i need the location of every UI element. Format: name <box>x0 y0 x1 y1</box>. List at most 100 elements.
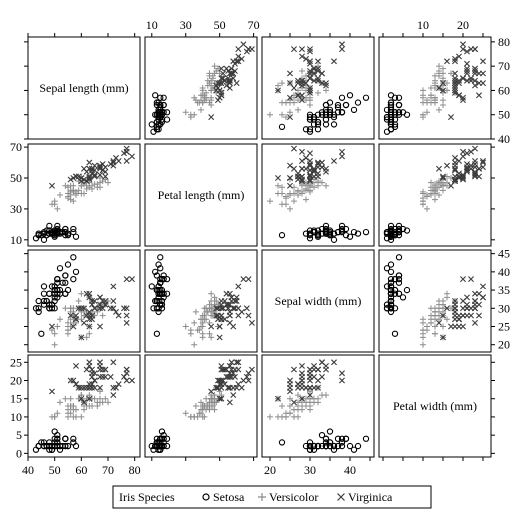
point-versicolor <box>420 341 426 348</box>
point-setosa <box>326 428 334 435</box>
point-virginica <box>97 323 103 330</box>
panel-frame <box>261 143 375 247</box>
point-virginica <box>99 373 106 380</box>
point-versicolor <box>211 70 218 77</box>
point-setosa <box>395 290 403 297</box>
point-versicolor <box>70 413 77 420</box>
point-versicolor <box>319 179 325 186</box>
point-versicolor <box>201 312 208 319</box>
panel-frame <box>27 249 141 353</box>
point-virginica <box>287 182 293 189</box>
tick-label: 20 <box>498 338 510 352</box>
legend-label-versicolor: Versicolor <box>269 490 318 504</box>
point-virginica <box>460 41 466 48</box>
point-setosa <box>387 261 395 268</box>
point-virginica <box>452 305 458 312</box>
point-virginica <box>231 366 238 373</box>
tick-label: 40 <box>498 265 510 279</box>
point-virginica <box>319 359 325 366</box>
point-versicolor <box>194 99 201 106</box>
point-virginica <box>123 319 130 326</box>
variable-label: Petal width (mm) <box>393 399 477 413</box>
point-virginica <box>228 294 235 301</box>
panel-frame <box>144 143 258 247</box>
point-virginica <box>307 68 313 74</box>
point-versicolor <box>201 94 208 101</box>
point-setosa <box>383 265 391 272</box>
point-virginica <box>102 173 109 180</box>
point-virginica <box>299 80 305 87</box>
point-versicolor <box>54 323 61 330</box>
point-virginica <box>89 301 95 308</box>
point-virginica <box>339 41 345 48</box>
tick-label: 80 <box>498 35 510 49</box>
point-virginica <box>339 148 345 155</box>
point-virginica <box>129 153 135 160</box>
point-virginica <box>287 162 293 169</box>
point-setosa <box>326 227 334 234</box>
point-virginica <box>225 77 232 84</box>
point-versicolor <box>97 179 103 186</box>
point-versicolor <box>206 99 213 106</box>
point-virginica <box>208 114 215 121</box>
point-virginica <box>311 65 317 72</box>
point-virginica <box>240 377 247 384</box>
point-setosa <box>155 294 162 301</box>
point-versicolor <box>208 334 215 341</box>
point-virginica <box>110 158 117 164</box>
point-versicolor <box>192 403 199 409</box>
tick-label: 50 <box>10 171 22 185</box>
point-setosa <box>395 109 403 116</box>
point-setosa <box>330 446 338 453</box>
point-versicolor <box>97 388 103 395</box>
point-setosa <box>310 116 318 123</box>
point-versicolor <box>191 319 198 326</box>
panel-r0-c3 <box>378 36 492 140</box>
point-setosa <box>326 442 334 450</box>
tick-label: 80 <box>129 463 141 477</box>
point-setosa <box>330 121 338 128</box>
point-virginica <box>213 312 220 319</box>
point-virginica <box>472 305 478 312</box>
point-versicolor <box>307 181 313 188</box>
point-setosa <box>160 94 167 101</box>
point-virginica <box>218 384 225 391</box>
point-versicolor <box>54 205 61 212</box>
point-virginica <box>218 395 225 402</box>
point-virginica <box>444 305 450 312</box>
point-versicolor <box>211 294 218 301</box>
tick-label: 30 <box>10 202 22 216</box>
point-setosa <box>152 268 159 276</box>
point-virginica <box>97 164 103 171</box>
point-virginica <box>86 175 93 181</box>
point-setosa <box>387 222 395 230</box>
point-setosa <box>157 435 164 442</box>
panel-r0-c2 <box>261 36 375 140</box>
point-virginica <box>235 359 242 366</box>
point-virginica <box>464 48 470 55</box>
point-virginica <box>218 65 225 72</box>
point-versicolor <box>436 305 442 312</box>
point-setosa <box>153 330 161 337</box>
point-virginica <box>323 82 329 89</box>
point-virginica <box>460 171 466 178</box>
tick-label: 0 <box>16 446 22 460</box>
legend-label-setosa: Setosa <box>213 490 245 504</box>
point-versicolor <box>57 399 63 406</box>
point-versicolor <box>311 395 317 402</box>
point-virginica <box>220 377 227 384</box>
tick-label: 70 <box>498 59 510 73</box>
point-setosa <box>318 442 326 450</box>
point-virginica <box>452 85 458 91</box>
point-setosa <box>155 446 162 453</box>
point-versicolor <box>199 99 206 106</box>
point-virginica <box>287 80 293 87</box>
point-versicolor <box>420 195 426 202</box>
point-virginica <box>307 392 313 399</box>
point-virginica <box>440 173 446 180</box>
panel-frame <box>261 249 375 353</box>
tick-label: 70 <box>10 140 22 154</box>
point-setosa <box>54 435 61 442</box>
panel-r1-c0 <box>27 143 141 247</box>
point-virginica <box>287 70 293 77</box>
